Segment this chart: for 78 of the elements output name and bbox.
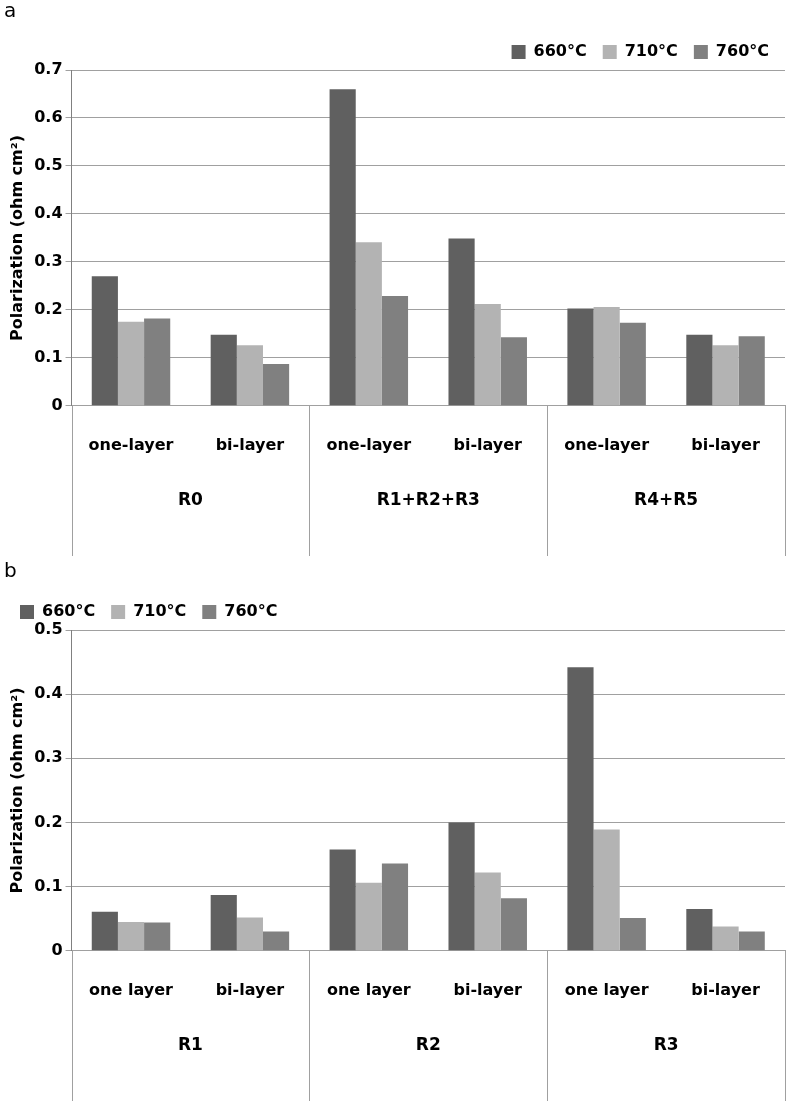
x-tick-label: bi-layer bbox=[453, 979, 523, 999]
text: R1 bbox=[177, 1034, 203, 1055]
bar bbox=[117, 321, 145, 406]
y-tick-label: 0.2 bbox=[34, 299, 63, 319]
bar bbox=[500, 337, 527, 406]
y-tick-label: 0.1 bbox=[34, 346, 63, 366]
bar bbox=[210, 334, 237, 406]
legend-label: 760°C bbox=[224, 601, 278, 621]
bar bbox=[91, 911, 118, 951]
bar bbox=[738, 931, 765, 951]
x-tick-label: one layer bbox=[326, 979, 411, 999]
bar bbox=[381, 863, 409, 951]
chart-title: b bbox=[4, 558, 17, 583]
legend-label: 710°C bbox=[624, 41, 678, 61]
y-tick-label: 0 bbox=[51, 939, 63, 959]
bar bbox=[329, 849, 356, 951]
legend-label: 660°C bbox=[42, 601, 96, 621]
y-tick-label: 0.6 bbox=[34, 107, 63, 127]
bar bbox=[567, 308, 594, 406]
bar bbox=[236, 345, 263, 406]
y-tick-label: 0.5 bbox=[34, 155, 63, 175]
bar bbox=[144, 922, 171, 951]
bar bbox=[712, 926, 739, 951]
x-tick-label: one-layer bbox=[88, 434, 174, 454]
bar bbox=[593, 306, 620, 406]
x-tick-label: bi-layer bbox=[215, 979, 285, 999]
bar bbox=[619, 322, 646, 406]
y-tick-label: 0.7 bbox=[34, 59, 63, 79]
bar bbox=[686, 909, 713, 951]
y-tick-label: 0.3 bbox=[34, 251, 63, 271]
bar bbox=[262, 364, 290, 406]
x-tick-label: bi-layer bbox=[691, 434, 760, 454]
bar bbox=[381, 295, 409, 406]
bar bbox=[738, 336, 765, 406]
x-tick-label: bi-layer bbox=[215, 434, 285, 454]
y-tick-label: 0.1 bbox=[34, 875, 63, 895]
x-tick-label: one-layer bbox=[564, 434, 650, 454]
y-tick-label: 0.5 bbox=[34, 619, 63, 639]
x-tick-label: one layer bbox=[89, 979, 173, 999]
bar bbox=[117, 921, 145, 951]
bar bbox=[500, 898, 527, 951]
bar bbox=[712, 345, 739, 406]
bar bbox=[210, 894, 237, 951]
legend-label: 710°C bbox=[133, 601, 187, 621]
bar bbox=[474, 872, 501, 951]
bar bbox=[355, 882, 382, 951]
bar bbox=[91, 276, 118, 406]
bar bbox=[448, 238, 475, 406]
text: R0 bbox=[177, 489, 204, 510]
chart-title: a bbox=[4, 0, 17, 23]
bar bbox=[474, 304, 501, 406]
y-axis-title: Polarization (ohm cm²) bbox=[6, 134, 26, 341]
bar bbox=[686, 334, 713, 406]
bar bbox=[567, 667, 594, 951]
x-tick-label: one-layer bbox=[326, 434, 412, 454]
bar bbox=[236, 917, 263, 951]
bar bbox=[144, 318, 171, 406]
bar bbox=[262, 931, 290, 951]
legend-label: 660°C bbox=[533, 41, 587, 61]
y-tick-label: 0 bbox=[51, 394, 63, 414]
text: R3 bbox=[653, 1034, 679, 1055]
y-tick-label: 0.3 bbox=[34, 747, 63, 767]
bar bbox=[593, 829, 620, 951]
x-tick-label: bi-layer bbox=[691, 979, 760, 999]
text: R1+R2+R3 bbox=[376, 489, 480, 510]
text: R4+R5 bbox=[634, 489, 699, 510]
bar bbox=[619, 918, 646, 951]
bar bbox=[329, 89, 356, 406]
y-tick-label: 0.4 bbox=[34, 203, 63, 223]
legend-label: 760°C bbox=[715, 41, 769, 61]
x-tick-label: one layer bbox=[564, 979, 649, 999]
bar bbox=[355, 242, 382, 406]
text: R2 bbox=[415, 1034, 441, 1055]
x-tick-label: bi-layer bbox=[453, 434, 523, 454]
bar bbox=[448, 822, 475, 951]
y-tick-label: 0.4 bbox=[34, 683, 63, 703]
y-tick-label: 0.2 bbox=[34, 811, 63, 831]
y-axis-title: Polarization (ohm cm²) bbox=[6, 687, 26, 894]
